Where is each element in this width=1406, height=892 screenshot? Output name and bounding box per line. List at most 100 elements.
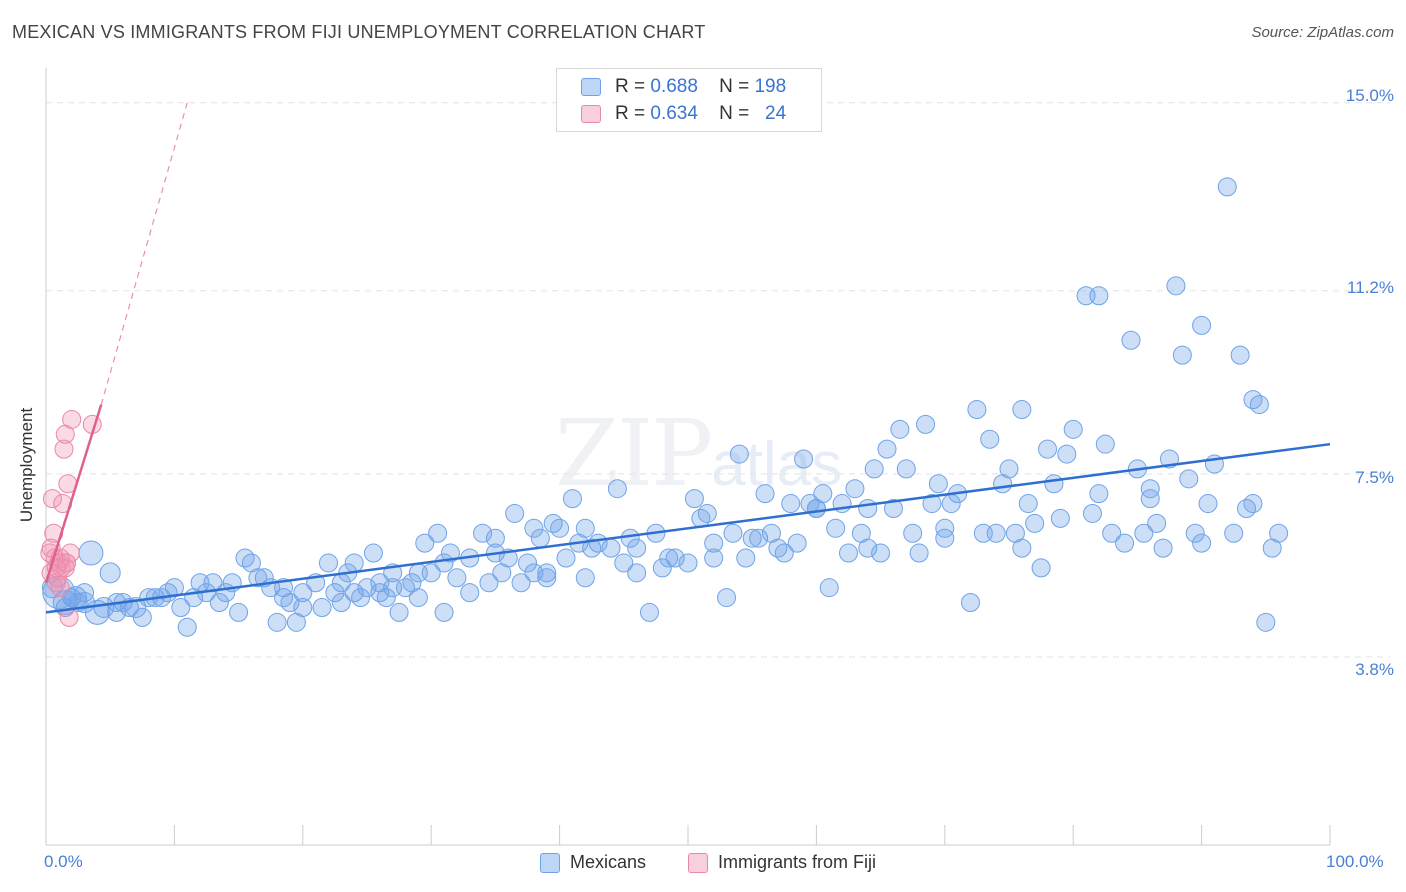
point-mexicans-80	[639, 602, 659, 622]
point-mexicans-137	[1025, 513, 1045, 533]
bottom-swatch-pink	[688, 852, 708, 873]
point-mexicans-174	[370, 583, 390, 603]
point-mexicans-150	[1121, 330, 1141, 350]
point-mexicans-90	[717, 588, 737, 608]
point-mexicans-159	[1179, 469, 1199, 489]
point-mexicans-94	[742, 528, 762, 548]
point-mexicans-157	[1166, 276, 1186, 296]
point-mexicans-155	[1153, 538, 1173, 558]
point-mexicans-201	[344, 583, 364, 603]
point-mexicans-149	[1115, 533, 1135, 553]
point-mexicans-82	[652, 558, 672, 578]
point-mexicans-135	[1012, 400, 1032, 420]
point-mexicans-142	[1057, 444, 1077, 464]
point-mexicans-39	[351, 588, 371, 608]
point-mexicans-49	[415, 533, 435, 553]
point-mexicans-64	[524, 518, 544, 538]
point-mexicans-164	[1217, 177, 1237, 197]
bottom-legend-label: Immigrants from Fiji	[718, 852, 877, 872]
legend-r-value: 0.688	[650, 76, 698, 97]
point-mexicans-184	[1140, 489, 1160, 509]
point-mexicans-43	[376, 588, 396, 608]
point-mexicans-86	[684, 489, 704, 509]
point-mexicans-93	[736, 548, 756, 568]
point-mexicans-54	[447, 568, 467, 588]
point-mexicans-124	[935, 528, 955, 548]
point-mexicans-56	[473, 523, 493, 543]
point-mexicans-110	[845, 479, 865, 499]
point-mexicans-95	[749, 528, 769, 548]
point-mexicans-79	[627, 538, 647, 558]
point-mexicans-182	[1012, 538, 1032, 558]
legend-swatch-blue	[581, 78, 601, 96]
point-mexicans-57	[479, 573, 499, 593]
point-mexicans-35	[325, 583, 345, 603]
point-mexicans-106	[819, 578, 839, 598]
legend: R = 0.688 N = 198 R = 0.634 N = 24	[556, 68, 822, 132]
point-mexicans-153	[1140, 479, 1160, 499]
point-mexicans-6	[78, 540, 104, 566]
point-mexicans-133	[999, 459, 1019, 479]
point-mexicans-178	[704, 548, 724, 568]
point-mexicans-38	[344, 553, 364, 573]
trendline-fiji	[44, 404, 103, 584]
source-label: Source: ZipAtlas.com	[1251, 24, 1394, 41]
bottom-legend-mexicans: Mexicans	[540, 852, 646, 873]
point-mexicans-121	[916, 414, 936, 434]
point-fiji-10	[54, 439, 74, 459]
point-mexicans-123	[928, 474, 948, 494]
point-mexicans-162	[1198, 494, 1218, 514]
point-mexicans-66	[537, 568, 557, 588]
point-mexicans-147	[1095, 434, 1115, 454]
point-mexicans-100	[781, 494, 801, 514]
point-mexicans-99	[774, 543, 794, 563]
point-mexicans-189	[75, 583, 95, 603]
trendline-fiji-extension	[100, 102, 188, 405]
point-mexicans-170	[1256, 612, 1276, 632]
point-mexicans-84	[665, 548, 685, 568]
point-mexicans-179	[806, 499, 826, 519]
trendline-mexicans	[45, 442, 1331, 614]
point-mexicans-113	[864, 459, 884, 479]
point-mexicans-139	[1038, 439, 1058, 459]
point-mexicans-67	[543, 513, 563, 533]
point-mexicans-70	[562, 489, 582, 509]
point-mexicans-167	[1237, 499, 1257, 519]
point-mexicans-89	[704, 533, 724, 553]
legend-swatch-pink	[581, 105, 601, 123]
point-mexicans-130	[980, 429, 1000, 449]
point-mexicans-12	[132, 607, 152, 627]
y-tick-label-3-8: 3.8%	[1355, 660, 1394, 679]
point-mexicans-180	[858, 538, 878, 558]
point-mexicans-33	[312, 597, 332, 617]
legend-n-label: N =	[719, 76, 750, 97]
point-mexicans-75	[601, 538, 621, 558]
point-mexicans-166	[1230, 345, 1250, 365]
point-mexicans-200	[331, 593, 351, 613]
point-mexicans-41	[363, 543, 383, 563]
point-mexicans-158	[1172, 345, 1192, 365]
point-mexicans-165	[1224, 523, 1244, 543]
legend-row-mexicans: R = 0.688 N = 198	[581, 75, 786, 99]
point-fiji-3	[44, 523, 64, 543]
point-mexicans-51	[428, 523, 448, 543]
point-mexicans-181	[935, 518, 955, 538]
point-mexicans-72	[575, 518, 595, 538]
y-tick-label-15: 15.0%	[1345, 86, 1394, 105]
chart-title: MEXICAN VS IMMIGRANTS FROM FIJI UNEMPLOY…	[12, 22, 706, 42]
point-mexicans-161	[1192, 315, 1212, 335]
point-mexicans-109	[839, 543, 858, 563]
point-mexicans-116	[883, 499, 903, 519]
point-mexicans-206	[537, 563, 557, 583]
point-mexicans-63	[518, 553, 537, 573]
point-mexicans-31	[293, 597, 313, 617]
point-mexicans-172	[1269, 523, 1289, 543]
point-mexicans-138	[1031, 558, 1051, 578]
point-mexicans-83	[659, 548, 679, 568]
point-mexicans-76	[607, 479, 627, 499]
point-mexicans-173	[293, 583, 313, 603]
point-mexicans-160	[1185, 523, 1205, 543]
point-mexicans-136	[1018, 494, 1038, 514]
point-mexicans-197	[209, 593, 229, 613]
point-mexicans-73	[582, 538, 602, 558]
